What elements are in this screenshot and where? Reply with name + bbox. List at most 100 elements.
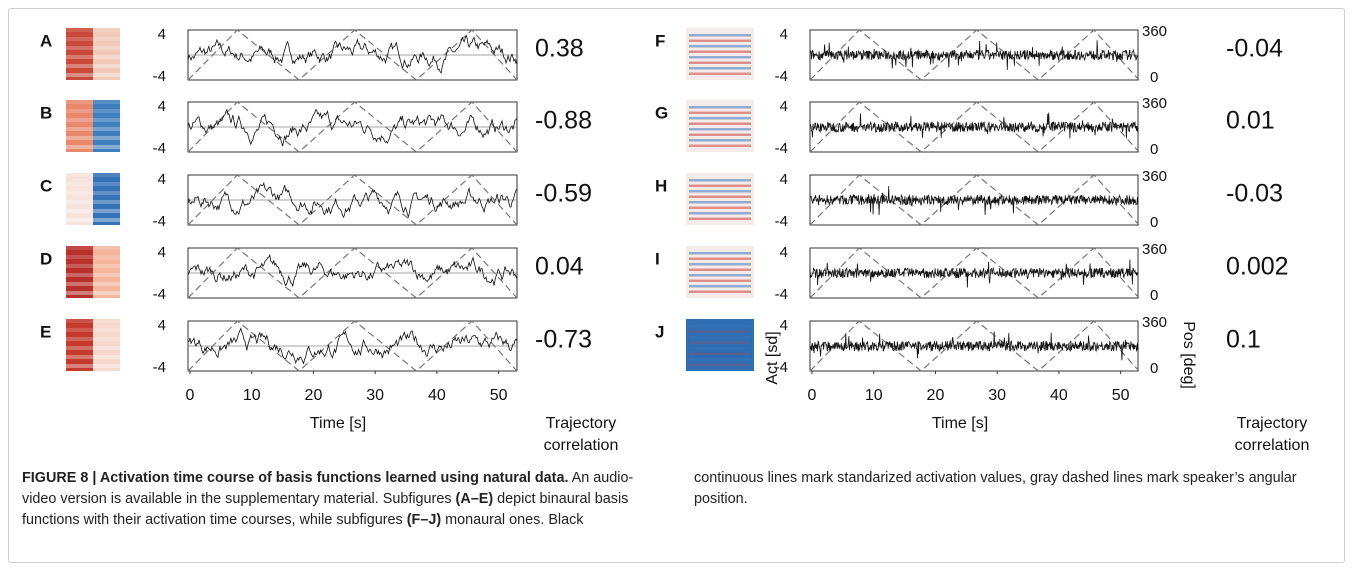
- heatmap: [93, 319, 120, 371]
- heatmap-stripe: [689, 39, 751, 42]
- heatmap-stripe: [66, 364, 120, 368]
- activation: [809, 112, 1139, 139]
- heatmap-stripe: [689, 279, 751, 282]
- correlation: 0.1: [1226, 326, 1261, 354]
- heatmap-stripe: [689, 50, 751, 53]
- trajectory: [187, 320, 518, 372]
- y-tick-label: 4: [158, 98, 166, 115]
- heatmap-stripe: [689, 133, 751, 136]
- heatmap-stripe: [66, 255, 120, 259]
- y-tick-label: 4: [780, 98, 788, 115]
- heatmap-stripe: [689, 330, 751, 333]
- y-tick-label: 4: [780, 317, 788, 334]
- y2-axis-label: Pos [deg]: [1180, 321, 1197, 389]
- caption-text: An audio-video version is available in t…: [22, 470, 634, 507]
- x-tick-label: 30: [366, 387, 384, 404]
- heatmap: [66, 246, 93, 298]
- heatmap-stripe: [66, 109, 120, 113]
- y2-tick-label: 0: [1150, 360, 1158, 377]
- heatmap-stripe: [66, 173, 120, 177]
- x-tick-label: 40: [1050, 387, 1068, 404]
- y-tick-label: -4: [775, 359, 788, 376]
- heatmap-stripe: [66, 37, 120, 41]
- heatmap-stripe: [689, 336, 751, 339]
- corr-label: Trajectory: [546, 415, 617, 432]
- y2-tick-label: 0: [1150, 141, 1158, 158]
- panel-label: C: [40, 176, 52, 195]
- heatmap: [686, 100, 754, 152]
- correlation: 0.01: [1226, 107, 1275, 135]
- trajectory: [809, 174, 1140, 226]
- correlation: -0.73: [535, 326, 592, 354]
- heatmap-stripe: [689, 347, 751, 350]
- heatmap-stripe: [66, 319, 120, 323]
- heatmap-stripe: [689, 45, 751, 48]
- heatmap-stripe: [689, 122, 751, 125]
- caption-text: depict binaural basis functions with the…: [22, 491, 629, 528]
- x-axis-label: Time [s]: [932, 415, 988, 432]
- y-tick-label: 4: [158, 317, 166, 334]
- heatmap-stripe: [689, 201, 751, 204]
- panel-label: B: [40, 103, 52, 122]
- figure: A 4 -4 0.38 B 4 -4 -0.88 C 4 -4 -0.59 D 4 -4 0.04 E 4 -4 -0…: [40, 23, 1309, 454]
- heatmap-stripe: [689, 34, 751, 37]
- x-tick-label: 0: [808, 387, 817, 404]
- y-tick-label: 4: [158, 171, 166, 188]
- caption: FIGURE 8 | Activation time course of bas…: [22, 468, 1322, 531]
- heatmap: [686, 246, 754, 298]
- heatmap-stripe: [689, 263, 751, 266]
- heatmap: [66, 28, 93, 80]
- heatmap-stripe: [66, 136, 120, 140]
- heatmap-stripe: [66, 73, 120, 77]
- y2-tick-label: 360: [1142, 314, 1167, 331]
- heatmap-stripe: [689, 257, 751, 260]
- heatmap-stripe: [689, 274, 751, 277]
- heatmap-stripe: [689, 195, 751, 198]
- heatmap-stripe: [66, 291, 120, 295]
- panel-label: F: [655, 31, 665, 50]
- x-tick-label: 40: [428, 387, 446, 404]
- caption-ref: (F–J): [406, 512, 442, 528]
- heatmap-stripe: [66, 28, 120, 32]
- y-tick-label: -4: [153, 68, 166, 85]
- heatmap-stripe: [66, 145, 120, 149]
- heatmap-stripe: [66, 282, 120, 286]
- caption-text: monaural ones. Black continuous lines ma…: [441, 470, 1297, 528]
- panel-label: I: [655, 249, 660, 268]
- x-tick-label: 50: [490, 387, 508, 404]
- correlation: -0.04: [1226, 35, 1283, 63]
- heatmap-stripe: [689, 252, 751, 255]
- heatmap-stripe: [689, 217, 751, 220]
- y2-tick-label: 360: [1142, 23, 1167, 40]
- heatmap-stripe: [66, 191, 120, 195]
- heatmap-stripe: [689, 285, 751, 288]
- y2-tick-label: 360: [1142, 241, 1167, 258]
- panel-label: G: [655, 103, 668, 122]
- y-tick-label: -4: [153, 140, 166, 157]
- x-tick-label: 10: [865, 387, 883, 404]
- heatmap: [686, 173, 754, 225]
- trajectory: [187, 174, 518, 226]
- y-tick-label: -4: [153, 359, 166, 376]
- heatmap-stripe: [689, 184, 751, 187]
- heatmap-stripe: [689, 206, 751, 209]
- trajectory: [187, 247, 518, 299]
- y2-tick-label: 360: [1142, 95, 1167, 112]
- caption-title: FIGURE 8 | Activation time course of bas…: [22, 470, 569, 486]
- trajectory: [187, 101, 518, 153]
- heatmap-stripe: [66, 328, 120, 332]
- activation: [187, 181, 518, 219]
- x-tick-label: 0: [186, 387, 195, 404]
- heatmap-stripe: [66, 46, 120, 50]
- heatmap-stripe: [689, 212, 751, 215]
- heatmap-stripe: [66, 346, 120, 350]
- heatmap-stripe: [689, 106, 751, 109]
- correlation: -0.59: [535, 180, 592, 208]
- heatmap-stripe: [66, 264, 120, 268]
- heatmap-stripe: [689, 363, 751, 366]
- y-tick-label: 4: [158, 244, 166, 261]
- correlation: 0.38: [535, 35, 584, 63]
- heatmap-stripe: [689, 56, 751, 59]
- panel-label: J: [655, 322, 664, 341]
